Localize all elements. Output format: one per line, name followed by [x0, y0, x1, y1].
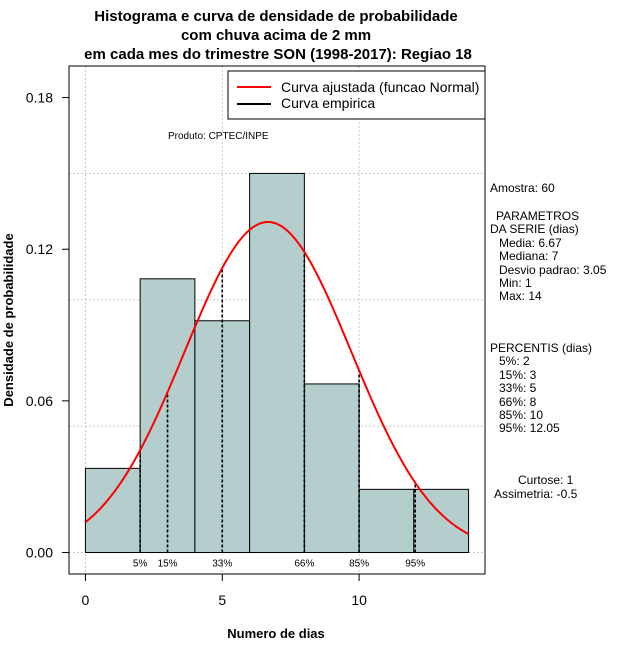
percentile-label: 15%	[158, 559, 178, 570]
y-tick-label: 0.12	[26, 241, 53, 257]
stat-p5: 5%: 2	[499, 354, 530, 369]
y-tick-label: 0.06	[26, 393, 53, 409]
stat-kurtosis: Curtose: 1	[518, 473, 574, 487]
stat-mean: Media: 6.67	[499, 235, 562, 250]
parameters-title: PARAMETROS	[496, 209, 580, 223]
sample-size: Amostra: 60	[490, 181, 555, 195]
legend-fit-label: Curva ajustada (funcao Normal)	[281, 79, 479, 95]
legend: Curva ajustada (funcao Normal) Curva emp…	[227, 70, 486, 120]
y-tick-label: 0.18	[26, 90, 53, 106]
stat-p95: 95%: 12.05	[499, 421, 560, 436]
parameters-subtitle: DA SERIE (dias)	[490, 222, 579, 237]
x-tick-label: 5	[218, 592, 226, 608]
histogram-bars	[84, 172, 470, 554]
percentile-label: 33%	[212, 559, 232, 570]
histogram-bar	[413, 488, 470, 554]
percentile-label: 5%	[133, 559, 148, 570]
product-annotation: Produto: CPTEC/INPE	[168, 131, 269, 142]
percentiles-list: PERCENTIS (dias) 5%: 2 15%: 3 33%: 5 66%…	[490, 341, 593, 436]
percentile-label: 66%	[294, 559, 314, 570]
x-axis: 0 5 10	[82, 573, 367, 608]
x-tick-label: 0	[82, 592, 90, 608]
stat-p85: 85%: 10	[499, 408, 544, 423]
y-axis-label: Densidade de probabilidade	[1, 233, 16, 406]
chart-title-line-3: em cada mes do trimestre SON (1998-2017)…	[84, 46, 472, 63]
percentile-label: 95%	[405, 559, 425, 570]
normal-fit-curve	[84, 220, 470, 535]
stat-p33: 33%: 5	[499, 381, 537, 396]
stat-p15: 15%: 3	[499, 367, 537, 382]
x-axis-label: Numero de dias	[227, 626, 325, 641]
percentiles-title: PERCENTIS (dias)	[490, 341, 593, 355]
histogram-bar	[84, 467, 141, 554]
legend-empirical-label: Curva empirica	[281, 95, 375, 111]
percentile-lines: 5% 15% 33% 66% 85% 95%	[85, 251, 469, 570]
stat-std-dev: Desvio padrao: 3.05	[499, 262, 607, 277]
chart-title-line-2: com chuva acima de 2 mm	[181, 27, 371, 44]
legend-box	[227, 70, 486, 120]
y-axis: 0.00 0.06 0.12 0.18	[26, 90, 70, 561]
stat-skewness: Assimetria: -0.5	[494, 487, 578, 501]
y-tick-label: 0.00	[26, 545, 53, 561]
stat-min: Min: 1	[499, 276, 532, 291]
histogram-bar	[303, 383, 360, 554]
percentile-label: 85%	[349, 559, 369, 570]
stat-max: Max: 14	[499, 289, 542, 304]
stat-p66: 66%: 8	[499, 394, 537, 409]
series-parameters: PARAMETROS DA SERIE (dias) Media: 6.67 M…	[490, 209, 607, 304]
x-tick-label: 10	[351, 592, 367, 608]
histogram-bar	[358, 488, 415, 554]
histogram-bar	[249, 172, 305, 554]
chart-title-line-1: Histograma e curva de densidade de proba…	[94, 8, 457, 25]
stat-median: Mediana: 7	[499, 249, 559, 264]
